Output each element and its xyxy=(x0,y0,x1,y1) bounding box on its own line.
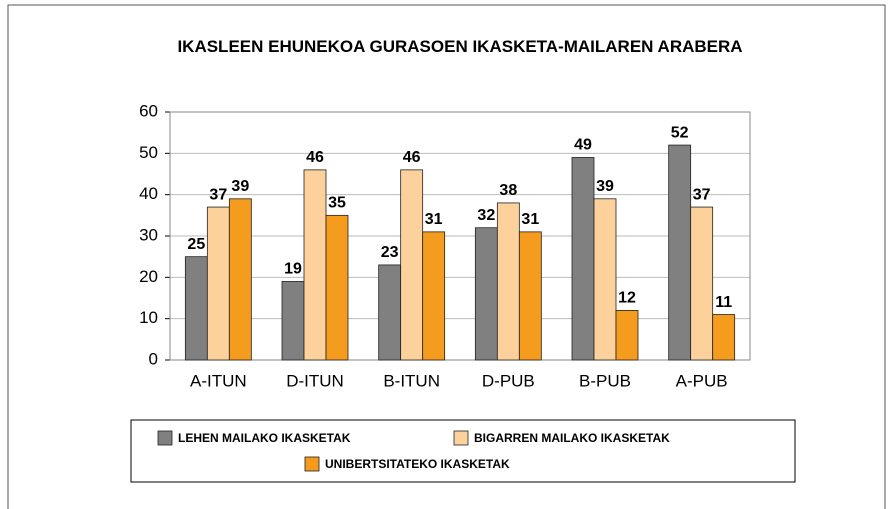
legend-box xyxy=(130,419,796,483)
legend-label: BIGARREN MAILAKO IKASKETAK xyxy=(474,431,670,445)
bar xyxy=(228,198,252,361)
data-label: 46 xyxy=(306,149,324,166)
data-label: 39 xyxy=(596,178,614,195)
data-label: 31 xyxy=(425,211,443,228)
data-label: 23 xyxy=(381,244,399,261)
data-label: 19 xyxy=(284,261,302,278)
bar xyxy=(206,206,230,361)
data-label: 39 xyxy=(231,178,249,195)
data-label: 37 xyxy=(209,186,227,203)
bar xyxy=(518,231,542,361)
bar xyxy=(690,206,714,361)
bar xyxy=(496,202,520,361)
legend-label: LEHEN MAILAKO IKASKETAK xyxy=(178,431,351,445)
bar xyxy=(668,144,692,361)
data-label: 11 xyxy=(715,294,732,311)
bar xyxy=(571,157,595,361)
legend-swatch xyxy=(304,456,320,472)
legend-swatch xyxy=(453,430,469,446)
data-label: 49 xyxy=(574,137,592,154)
bar xyxy=(712,314,736,361)
y-tick-label: 10 xyxy=(139,308,158,327)
data-label: 12 xyxy=(618,290,636,307)
x-tick-label: B-ITUN xyxy=(383,371,440,390)
chart-title: IKASLEEN EHUNEKOA GURASOEN IKASKETA-MAIL… xyxy=(177,37,743,56)
y-tick-label: 40 xyxy=(139,184,158,203)
data-label: 31 xyxy=(521,211,539,228)
legend-swatch xyxy=(157,430,173,446)
x-tick-label: A-ITUN xyxy=(190,371,247,390)
bar xyxy=(325,214,349,361)
x-tick-label: D-ITUN xyxy=(286,371,344,390)
bar xyxy=(281,281,305,361)
y-tick-label: 20 xyxy=(139,267,158,286)
frame xyxy=(7,4,886,509)
y-tick-label: 30 xyxy=(139,225,158,244)
bar xyxy=(422,231,446,361)
data-label: 52 xyxy=(671,124,689,141)
x-tick-label: D-PUB xyxy=(482,371,535,390)
data-label: 46 xyxy=(403,149,421,166)
y-tick-label: 0 xyxy=(149,349,158,368)
data-label: 37 xyxy=(693,186,711,203)
bar xyxy=(593,198,617,361)
plot-area xyxy=(169,111,751,361)
bar xyxy=(474,227,498,361)
data-label: 35 xyxy=(328,195,346,212)
legend-label: UNIBERTSITATEKO IKASKETAK xyxy=(325,457,510,471)
y-tick-label: 50 xyxy=(139,143,158,162)
bar xyxy=(378,264,402,361)
bar xyxy=(303,169,327,361)
data-label: 25 xyxy=(187,236,205,253)
bar xyxy=(615,309,639,361)
bar xyxy=(184,256,208,361)
x-tick-label: A-PUB xyxy=(676,371,728,390)
data-label: 32 xyxy=(477,207,495,224)
data-label: 38 xyxy=(499,182,517,199)
y-tick-label: 60 xyxy=(139,101,158,120)
bar xyxy=(400,169,424,361)
x-tick-label: B-PUB xyxy=(579,371,631,390)
